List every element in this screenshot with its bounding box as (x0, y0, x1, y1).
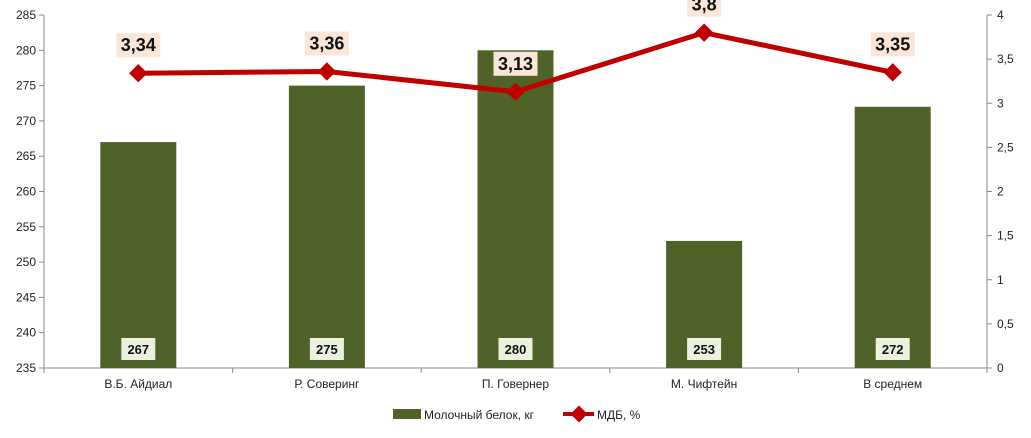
y-right-tick-label: 2 (997, 185, 1004, 199)
bar (477, 50, 554, 369)
x-tick-label: В.Б. Айдиал (104, 377, 172, 391)
y-right-tick-label: 0,5 (997, 317, 1014, 331)
line-series (129, 23, 902, 101)
y-left-tick-label: 235 (16, 361, 36, 375)
line-label-box (493, 51, 538, 76)
y-right-tick-label: 1,5 (997, 229, 1014, 243)
line-label-box (687, 0, 722, 17)
bar-label: 267 (127, 342, 149, 357)
line-point (506, 82, 525, 101)
legend: Молочный белок, кг МДБ, % (393, 405, 641, 423)
legend-swatch-bar (393, 409, 421, 419)
y-left-tick-label: 260 (16, 185, 36, 199)
bar-label: 272 (882, 342, 904, 357)
x-tick-label: Р. Соверинг (294, 377, 360, 391)
x-tick-label: П. Говернер (482, 377, 550, 391)
x-tick-label: В среднем (863, 377, 922, 391)
y-left-tick-label: 245 (16, 290, 36, 304)
data-labels: 267 275 280 253 272 3,34 3,36 3,13 3,8 3,35 (116, 0, 915, 360)
line-point (129, 64, 148, 83)
y-right-tick-label: 3,5 (997, 52, 1014, 66)
line-label-box (304, 31, 349, 56)
bar-label: 275 (316, 342, 338, 357)
y-left-tick-label: 255 (16, 220, 36, 234)
line-label: 3,8 (692, 0, 717, 15)
bar-label-box (121, 338, 156, 360)
line-label: 3,13 (498, 54, 533, 74)
line-point (694, 23, 714, 42)
y-right-tick-label: 2,5 (997, 140, 1014, 154)
bar-label-box (687, 338, 722, 360)
line-label-box (116, 33, 161, 58)
bar (100, 142, 177, 368)
legend-label-bar: Молочный белок, кг (424, 408, 535, 422)
line-label: 3,35 (875, 34, 910, 54)
y-right-tick-label: 3 (997, 96, 1004, 110)
bar-label-box (875, 338, 910, 360)
y-left-tick-label: 275 (16, 79, 36, 93)
y-right-tick-label: 4 (997, 8, 1004, 22)
bar-label-box (498, 338, 533, 360)
x-tick-label: М. Чифтейн (671, 377, 737, 391)
y-left-tick-label: 270 (16, 114, 36, 128)
y-left-tick-label: 265 (16, 149, 36, 163)
y-right-tick-label: 1 (997, 273, 1004, 287)
y-left-tick-label: 280 (16, 43, 36, 57)
bars (100, 50, 931, 369)
bar-label: 280 (505, 342, 527, 357)
line-label: 3,36 (309, 33, 344, 53)
line-point (883, 63, 902, 82)
line-label: 3,34 (121, 35, 156, 55)
line-label-box (870, 32, 915, 57)
y-left-tick-label: 240 (16, 326, 36, 340)
bar (854, 106, 931, 368)
axes: 235 240 245 250 255 260 265 270 275 280 285 0 0,5 1 1,… (16, 8, 1014, 391)
bar (288, 85, 365, 368)
line-point (317, 62, 337, 81)
bar-label-box (309, 338, 344, 360)
legend-marker-line (570, 405, 588, 423)
bar-label: 253 (693, 342, 715, 357)
legend-label-line: МДБ, % (597, 408, 641, 422)
y-left-tick-label: 250 (16, 255, 36, 269)
y-left-tick-label: 285 (16, 8, 36, 22)
y-right-tick-label: 0 (997, 361, 1004, 375)
